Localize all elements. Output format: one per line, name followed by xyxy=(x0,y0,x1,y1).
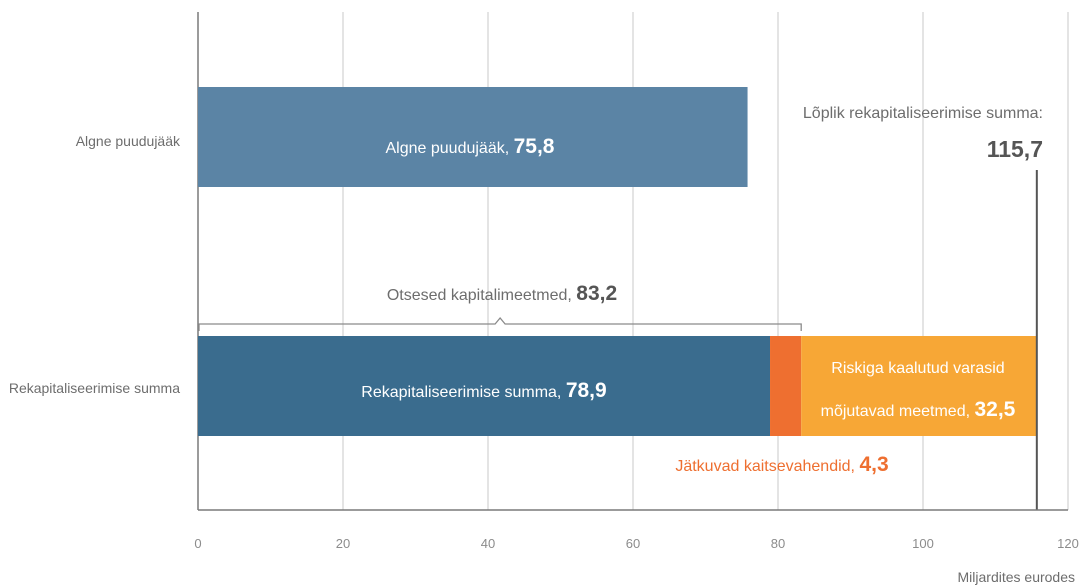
bar-label-text: mõjutavad meetmed, xyxy=(821,403,970,420)
bar xyxy=(770,336,802,436)
x-tick-labels: 0 20 40 60 80 100 120 xyxy=(194,536,1078,551)
x-tick-label: 80 xyxy=(771,536,785,551)
bar-label-safeguards: Jätkuvad kaitsevahendid, 4,3 xyxy=(675,453,888,476)
bar-label-rwa-line1: Riskiga kaalutud varasid xyxy=(831,360,1004,377)
bar-label-text: Rekapitaliseerimise summa, xyxy=(361,384,561,401)
category-label: Rekapitaliseerimise summa xyxy=(9,380,180,396)
direct-measures-brace xyxy=(198,316,802,331)
bar xyxy=(198,336,771,436)
x-tick-label: 0 xyxy=(194,536,201,551)
annotations xyxy=(198,170,1038,510)
bar-label-rwa: mõjutavad meetmed, 32,5 xyxy=(821,398,1016,421)
x-tick-label: 60 xyxy=(626,536,640,551)
bar xyxy=(801,336,1037,436)
bar-label-value: 32,5 xyxy=(974,398,1015,421)
bar-label-value: 4,3 xyxy=(859,453,888,476)
bar-label-value: 78,9 xyxy=(566,379,607,402)
bar-label-deficit: Algne puudujääk, 75,8 xyxy=(386,135,555,158)
final-total-label: Lõplik rekapitaliseerimise summa: xyxy=(803,105,1043,122)
x-tick-label: 100 xyxy=(912,536,934,551)
annotation-value: 83,2 xyxy=(576,282,617,305)
bar-label-value: 75,8 xyxy=(514,135,555,158)
x-axis-title: Miljardites eurodes xyxy=(958,569,1076,585)
annotation-text: Otsesed kapitalimeetmed, xyxy=(387,287,572,304)
bar-label-recap: Rekapitaliseerimise summa, 78,9 xyxy=(361,379,606,402)
bar-label-text: Jätkuvad kaitsevahendid, xyxy=(675,458,855,475)
category-label: Algne puudujääk xyxy=(76,133,181,149)
bar-label-text: Algne puudujääk, xyxy=(386,140,510,157)
bar xyxy=(198,87,748,187)
final-total-value: 115,7 xyxy=(987,136,1043,162)
direct-measures-label: Otsesed kapitalimeetmed, 83,2 xyxy=(387,282,617,305)
x-tick-label: 120 xyxy=(1057,536,1079,551)
x-tick-label: 20 xyxy=(336,536,350,551)
x-tick-label: 40 xyxy=(481,536,495,551)
bars xyxy=(198,87,1037,436)
